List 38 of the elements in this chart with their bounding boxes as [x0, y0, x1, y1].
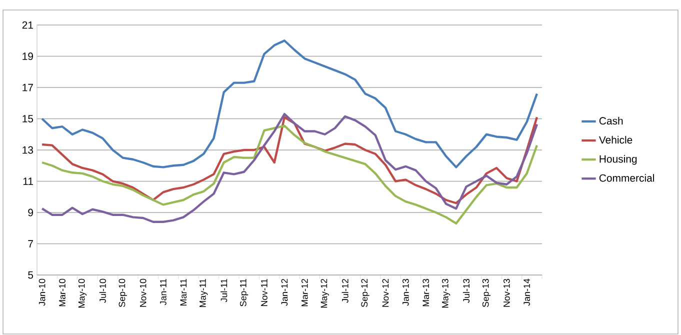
y-tick-label: 19	[22, 52, 33, 60]
y-tick-label: 21	[22, 21, 33, 29]
legend-label: Housing	[600, 154, 637, 165]
x-tick-label: Jan-10	[38, 278, 46, 306]
x-tick-label: Sep-10	[118, 278, 127, 308]
y-tick-label: 5	[28, 271, 34, 279]
x-tick-label: Jan-13	[402, 278, 409, 306]
y-tick-label: 17	[22, 84, 33, 92]
x-tick-label: Sep-11	[240, 278, 248, 306]
x-tick-label: Sep-12	[361, 278, 370, 308]
x-tick-label: Nov-13	[503, 278, 510, 307]
x-tick-label: May-13	[442, 278, 450, 308]
x-tick-label: Mar-13	[422, 278, 430, 306]
x-tick-label: Jul-12	[342, 278, 348, 303]
x-tick-label: Mar-10	[59, 278, 66, 306]
x-tick-label: Nov-12	[382, 278, 389, 307]
x-tick-label: May-10	[78, 278, 87, 308]
x-tick-label: Mar-11	[180, 278, 187, 306]
x-tick-label: Jul-10	[99, 278, 106, 303]
x-tick-label: May-12	[320, 278, 329, 308]
legend-label: Cash	[599, 116, 623, 125]
x-tick-label: May-11	[200, 278, 208, 308]
y-tick-label: 9	[28, 208, 33, 216]
x-tick-label: Nov-11	[261, 278, 268, 306]
x-tick-label: Jan-11	[160, 278, 166, 306]
legend-label: Vehicle	[598, 136, 632, 144]
x-tick-label: Nov-10	[140, 278, 146, 307]
y-tick-label: 11	[23, 178, 33, 185]
x-tick-label: Mar-12	[301, 278, 308, 306]
x-tick-label: Sep-13	[482, 278, 491, 308]
x-tick-label: Jul-11	[220, 278, 228, 302]
y-tick-label: 13	[22, 146, 34, 154]
y-tick-label: 15	[22, 115, 34, 122]
x-tick-label: Jan-14	[524, 278, 530, 306]
legend-label: Commercial	[599, 174, 654, 182]
y-tick-label: 7	[28, 240, 33, 248]
x-tick-label: Jan-12	[281, 278, 288, 306]
x-tick-label: Jul-13	[462, 278, 470, 303]
